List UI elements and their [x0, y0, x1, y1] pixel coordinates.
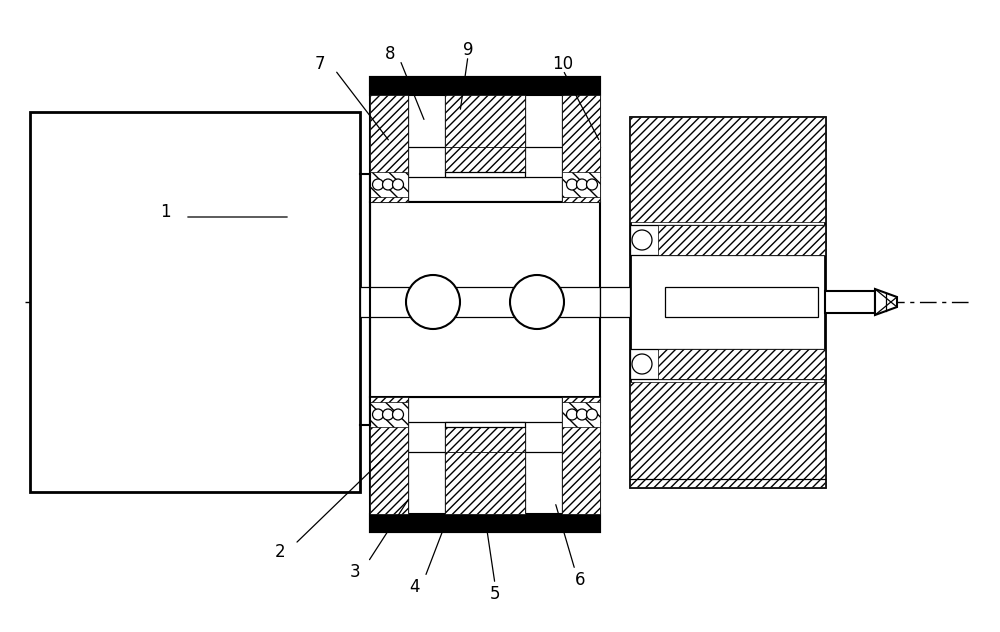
Bar	[445, 95, 525, 147]
Text: 2: 2	[275, 543, 285, 561]
Text: 3: 3	[350, 563, 360, 581]
Bar	[630, 117, 825, 222]
Bar	[370, 402, 408, 427]
Circle shape	[406, 275, 460, 329]
Text: 10: 10	[552, 55, 574, 73]
Bar	[370, 95, 408, 202]
Bar	[665, 287, 818, 317]
Bar	[445, 422, 525, 452]
Bar	[360, 287, 600, 317]
Polygon shape	[875, 289, 897, 315]
Bar	[445, 172, 525, 177]
Circle shape	[510, 275, 564, 329]
Circle shape	[632, 230, 652, 250]
Text: 6: 6	[575, 571, 585, 589]
Circle shape	[632, 354, 652, 374]
Text: 5: 5	[490, 585, 500, 603]
Bar	[658, 225, 825, 255]
Bar	[370, 77, 600, 95]
Bar	[630, 225, 825, 255]
Text: 1: 1	[160, 203, 170, 221]
Circle shape	[576, 179, 588, 190]
Text: 7: 7	[315, 55, 325, 73]
Bar	[445, 422, 525, 427]
Circle shape	[382, 409, 394, 420]
Bar	[370, 514, 600, 532]
Circle shape	[392, 409, 404, 420]
Circle shape	[392, 179, 404, 190]
Text: 8: 8	[385, 45, 395, 63]
Circle shape	[586, 409, 598, 420]
Bar	[630, 349, 825, 379]
Bar	[562, 95, 600, 202]
Bar	[825, 291, 875, 313]
Bar	[445, 147, 525, 177]
Bar	[600, 287, 630, 317]
Circle shape	[382, 179, 394, 190]
Bar	[30, 112, 360, 492]
Circle shape	[566, 179, 578, 190]
Bar	[370, 397, 408, 514]
Bar	[562, 402, 600, 427]
Bar	[370, 202, 600, 397]
Circle shape	[576, 409, 588, 420]
Circle shape	[566, 409, 578, 420]
Circle shape	[372, 409, 384, 420]
Text: 4: 4	[410, 578, 420, 596]
Bar	[445, 452, 525, 514]
Bar	[370, 77, 600, 202]
Circle shape	[372, 179, 384, 190]
Bar	[630, 382, 825, 487]
Circle shape	[586, 179, 598, 190]
Bar	[562, 397, 600, 514]
Text: 9: 9	[463, 41, 473, 59]
Bar	[658, 349, 825, 379]
Bar	[370, 397, 600, 532]
Bar	[630, 117, 825, 487]
Bar	[370, 172, 408, 197]
Bar	[562, 172, 600, 197]
